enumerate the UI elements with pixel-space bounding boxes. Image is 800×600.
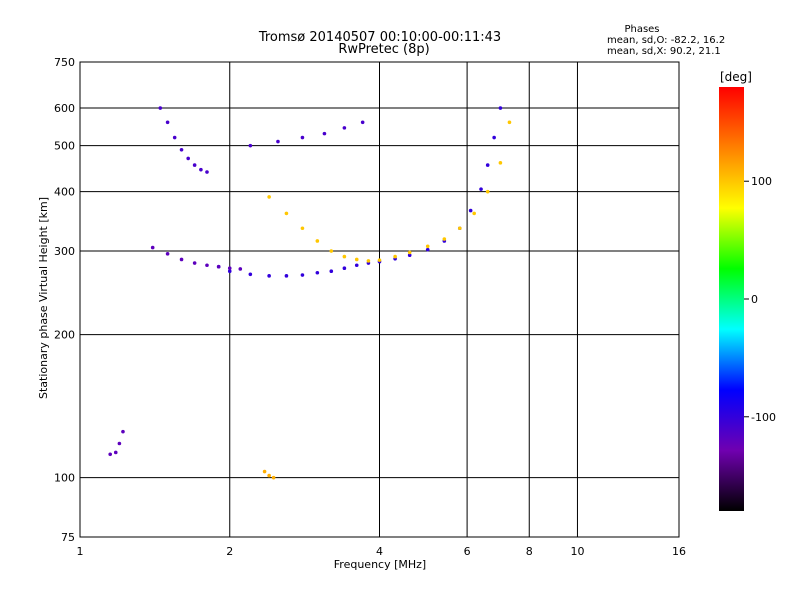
data-point [485, 189, 490, 194]
data-point [199, 167, 203, 172]
data-point [479, 187, 483, 191]
data-point [498, 161, 503, 165]
data-point [300, 226, 305, 231]
data-point [179, 148, 184, 152]
y-tick-label: 100 [54, 472, 75, 485]
data-point [354, 263, 359, 268]
data-point [322, 131, 327, 136]
data-point [329, 269, 334, 274]
data-point [205, 170, 209, 174]
data-point [498, 106, 503, 110]
data-point [227, 266, 232, 271]
data-point [284, 211, 289, 216]
chart-title: Tromsø 20140507 00:10:00-00:11:43 [258, 30, 501, 45]
colorbar: [deg] 100 0 -100 [719, 70, 776, 511]
y-tick-label: 200 [54, 329, 75, 342]
y-tick-label: 300 [54, 245, 75, 258]
data-point [248, 143, 253, 148]
x-tick-label: 10 [570, 545, 584, 558]
data-point [113, 450, 118, 455]
data-point [300, 135, 305, 140]
data-point [457, 226, 462, 231]
data-point [172, 135, 177, 140]
colorbar-tick-label: 0 [751, 293, 758, 306]
y-tick-label: 75 [61, 531, 75, 544]
data-point [393, 254, 397, 259]
data-point [472, 211, 476, 216]
data-point [227, 269, 232, 274]
phases-stat-x: mean, sd,X: 90.2, 21.1 [607, 46, 721, 57]
colorbar-tick-label: 100 [751, 175, 772, 188]
data-point [192, 163, 197, 167]
data-point [425, 247, 430, 252]
data-point [407, 250, 412, 255]
data-point [329, 249, 334, 253]
plot-area: 1 2 4 6 8 10 16 75 100 200 300 400 500 600 750 [54, 56, 686, 558]
colorbar-bar [719, 87, 744, 511]
data-point [354, 257, 359, 262]
data-point [468, 208, 473, 213]
data-point [108, 452, 112, 457]
data-point [442, 237, 447, 241]
data-point [121, 429, 125, 434]
data-point [284, 274, 289, 278]
data-point [342, 266, 347, 271]
data-point [300, 273, 305, 277]
data-point [186, 156, 190, 161]
data-point [248, 272, 253, 277]
data-point [342, 126, 347, 130]
x-tick-label: 4 [376, 545, 383, 558]
x-tick-label: 1 [77, 545, 84, 558]
data-point [179, 257, 184, 262]
data-point [492, 135, 496, 140]
colorbar-label: [deg] [720, 70, 752, 84]
y-tick-label: 750 [54, 56, 75, 69]
y-tick-label: 400 [54, 186, 75, 199]
data-point [267, 473, 271, 478]
data-point [276, 139, 280, 144]
x-tick-label: 8 [526, 545, 533, 558]
y-axis-label: Stationary phase Virtual Height [km] [37, 197, 50, 399]
data-point [158, 106, 163, 110]
data-point [315, 270, 320, 275]
data-point [507, 120, 512, 125]
data-point [205, 263, 209, 268]
data-point [262, 469, 267, 474]
data-point [216, 264, 221, 269]
data-point [238, 267, 243, 271]
x-axis-label: Frequency [MHz] [334, 558, 426, 571]
data-point [360, 120, 365, 125]
data-point [271, 475, 276, 480]
data-point [342, 254, 347, 259]
data-point [267, 195, 271, 199]
x-tick-label: 2 [226, 545, 233, 558]
phases-title: Phases [624, 24, 659, 35]
data-point [117, 441, 122, 446]
y-tick-label: 500 [54, 140, 75, 153]
phases-stat-o: mean, sd,O: -82.2, 16.2 [607, 35, 725, 46]
data-point [366, 259, 371, 263]
colorbar-tick-label: -100 [751, 411, 776, 424]
chart-subtitle: RwPretec (8p) [338, 42, 429, 57]
data-point [165, 120, 170, 125]
data-point [192, 261, 197, 265]
y-tick-label: 600 [54, 102, 75, 115]
data-point [377, 258, 382, 262]
data-point [485, 163, 490, 167]
data-point [425, 244, 430, 249]
x-tick-label: 16 [672, 545, 686, 558]
data-point [165, 251, 170, 256]
data-point [407, 253, 412, 257]
x-tick-label: 6 [464, 545, 471, 558]
data-point [150, 245, 155, 250]
data-point [267, 274, 271, 278]
data-point [315, 239, 320, 243]
